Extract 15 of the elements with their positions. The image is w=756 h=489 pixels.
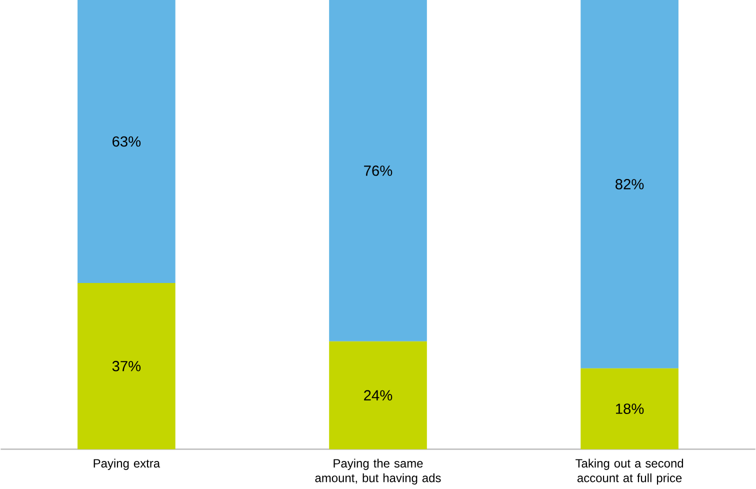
x-tick-label: Taking out a second account at full price (576, 458, 684, 485)
x-tick-label: Paying the same amount, but having ads (315, 458, 441, 485)
data-label: 82% (616, 179, 644, 190)
bar (580, 368, 678, 450)
bar (78, 283, 176, 450)
data-label: 63% (112, 136, 141, 147)
data-label: 76% (364, 166, 392, 176)
x-tick-label: Paying extra (94, 458, 160, 470)
bar (329, 0, 427, 342)
data-label: 37% (112, 361, 141, 372)
bar (329, 342, 427, 450)
bar (78, 0, 176, 284)
data-label: 18% (616, 404, 644, 414)
bar (580, 0, 678, 369)
data-label: 24% (364, 390, 392, 401)
